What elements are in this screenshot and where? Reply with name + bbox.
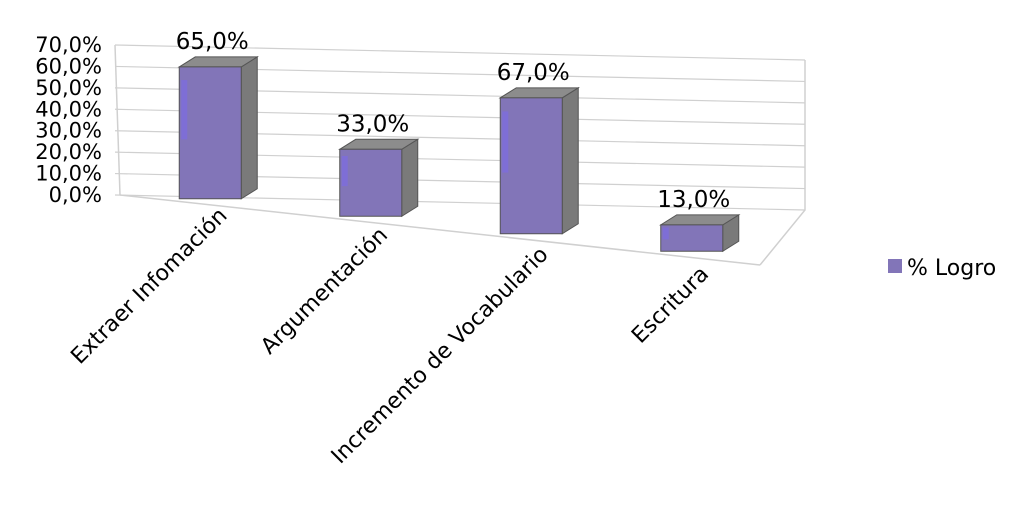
y-tick-label: 20,0% <box>35 140 102 164</box>
data-label: 13,0% <box>657 187 730 213</box>
data-label: 33,0% <box>336 111 409 137</box>
data-labels: 65,0% 33,0% 67,0% 13,0% <box>176 29 731 213</box>
bar-highlight <box>502 111 509 173</box>
bar-highlight <box>662 227 669 240</box>
bar-side-face <box>240 55 258 200</box>
x-axis-labels: Extraer Infomación ArgumentaciónIncrement… <box>66 203 714 469</box>
bar <box>498 86 580 235</box>
data-label: 65,0% <box>176 29 249 55</box>
y-tick-label: 40,0% <box>35 97 102 121</box>
x-tick-label: Extraer Infomación <box>66 203 232 369</box>
bar <box>659 213 741 253</box>
x-tick-label: Argumentación <box>256 223 393 360</box>
y-tick-label: 70,0% <box>35 33 102 57</box>
bar-side-face <box>561 86 579 235</box>
bar <box>338 138 420 218</box>
y-axis: 0,0%10,0%20,0%30,0%40,0%50,0%60,0%70,0% <box>35 33 102 207</box>
y-tick-label: 10,0% <box>35 162 102 186</box>
x-tick-label: Escritura <box>627 262 714 349</box>
bar-front-face <box>499 97 563 235</box>
bar-side-face <box>401 138 419 218</box>
y-tick-label: 30,0% <box>35 119 102 143</box>
back-wall-right-edge <box>759 60 806 266</box>
bars <box>177 55 741 253</box>
bar-highlight <box>181 80 188 140</box>
bar-highlight <box>341 156 348 187</box>
y-tick-label: 60,0% <box>35 54 102 78</box>
y-tick-label: 0,0% <box>49 183 102 207</box>
x-tick-label: Incremento de Vocabulario <box>327 242 554 469</box>
bar-front-face <box>660 224 724 252</box>
back-wall-left-edge <box>114 44 121 196</box>
legend: % Logro <box>888 256 996 281</box>
legend-swatch <box>888 259 902 273</box>
legend-label: % Logro <box>907 256 996 281</box>
gridline <box>114 44 806 61</box>
bar-front-face <box>339 148 403 217</box>
bar <box>177 55 259 200</box>
data-label: 67,0% <box>497 60 570 86</box>
y-tick-label: 50,0% <box>35 76 102 100</box>
bar-front-face <box>178 66 242 200</box>
floor-front-edge <box>119 194 761 266</box>
